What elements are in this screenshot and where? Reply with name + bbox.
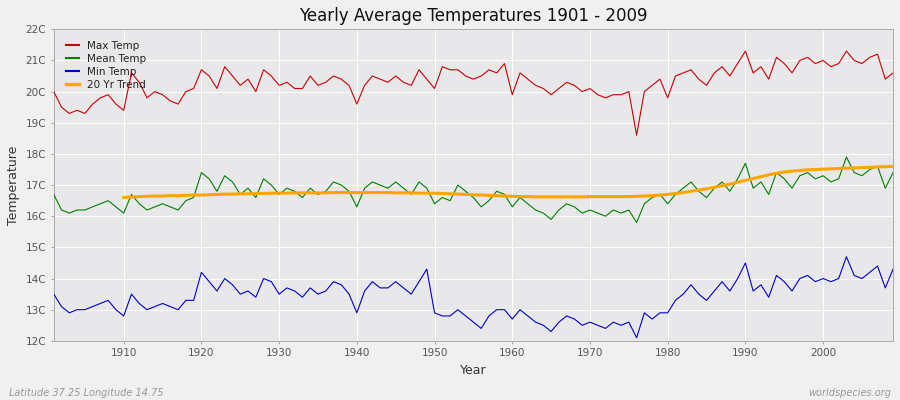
X-axis label: Year: Year xyxy=(460,364,487,377)
Y-axis label: Temperature: Temperature xyxy=(7,145,20,225)
Title: Yearly Average Temperatures 1901 - 2009: Yearly Average Temperatures 1901 - 2009 xyxy=(299,7,648,25)
Text: worldspecies.org: worldspecies.org xyxy=(808,388,891,398)
Legend: Max Temp, Mean Temp, Min Temp, 20 Yr Trend: Max Temp, Mean Temp, Min Temp, 20 Yr Tre… xyxy=(63,38,149,93)
Text: Latitude 37.25 Longitude 14.75: Latitude 37.25 Longitude 14.75 xyxy=(9,388,164,398)
